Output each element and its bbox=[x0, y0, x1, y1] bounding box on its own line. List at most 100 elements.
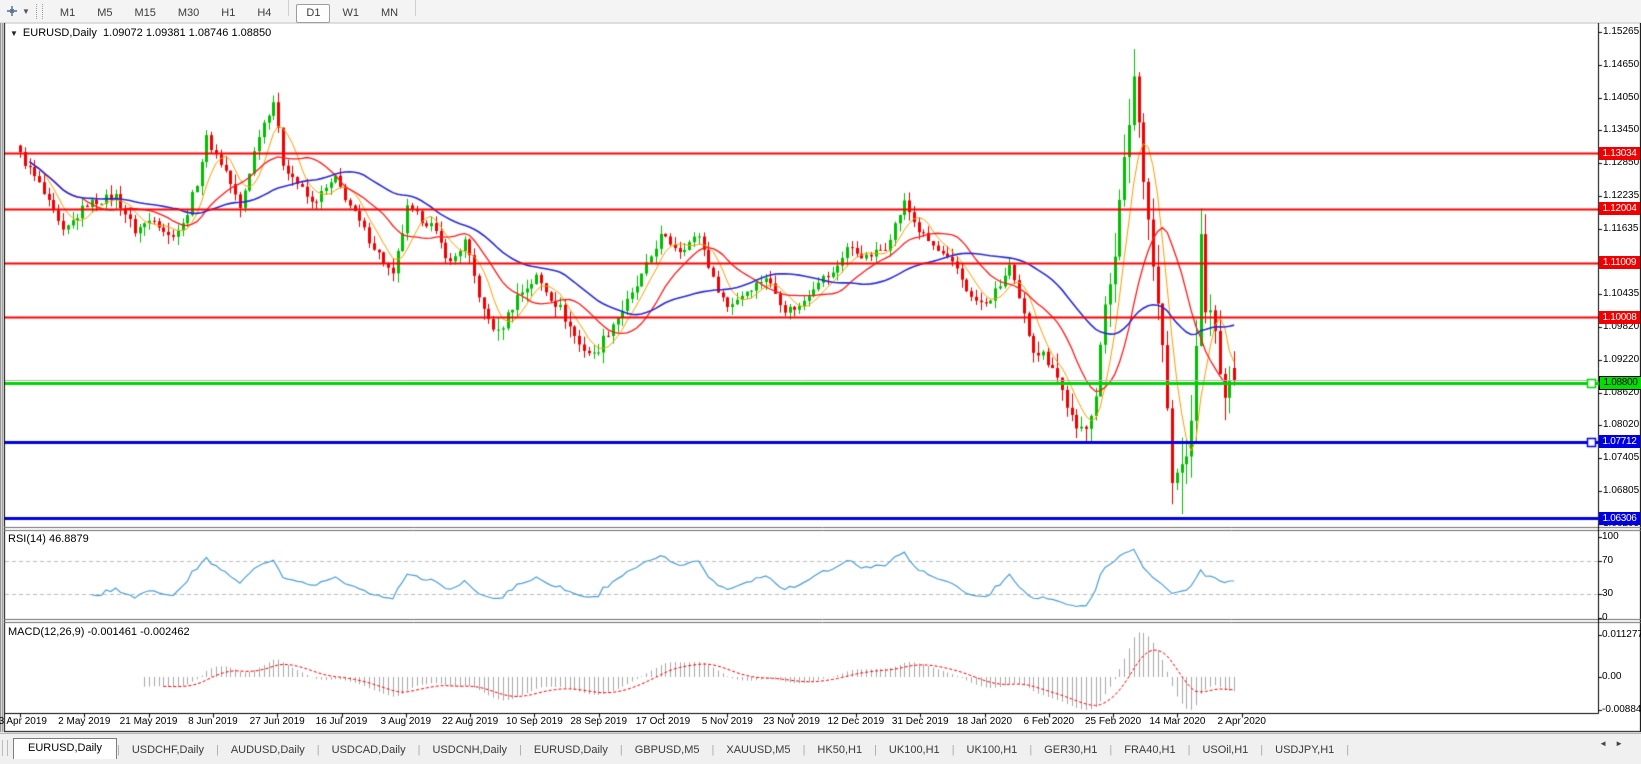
chart-tab-UK100-H1[interactable]: UK100,H1 bbox=[966, 744, 1018, 756]
chart-symbol-period: EURUSD,Daily bbox=[22, 27, 97, 39]
price-level-badge: 1.07712 bbox=[1599, 435, 1640, 449]
chart-tab-USDJPY-H1[interactable]: USDJPY,H1 bbox=[1275, 744, 1335, 756]
price-axis-tick-label: 1.07405 bbox=[1603, 452, 1640, 464]
price-axis-tick-label: 1.08620 bbox=[1603, 386, 1640, 398]
rsi-value: 46.8879 bbox=[48, 533, 89, 545]
time-axis-date-label: 5 Nov 2019 bbox=[701, 716, 753, 727]
toolbar-separator bbox=[415, 0, 417, 16]
tab-separator: | bbox=[116, 744, 120, 756]
macd-scale-label: 0.00 bbox=[1602, 671, 1622, 682]
tabbar-grip[interactable] bbox=[2, 740, 8, 756]
price-axis-tick-label: 1.11635 bbox=[1603, 222, 1639, 234]
time-axis-date-label: 12 Dec 2019 bbox=[827, 716, 885, 727]
timeframe-button-M15[interactable]: M15 bbox=[134, 6, 156, 19]
chart-title-toggle-icon[interactable]: ▼ bbox=[10, 29, 18, 38]
timeframe-button-W1[interactable]: W1 bbox=[342, 6, 359, 19]
price-level-badge: 1.08800 bbox=[1599, 376, 1641, 391]
price-level-badge: 1.06306 bbox=[1599, 511, 1640, 525]
price-level-badge: 1.12004 bbox=[1599, 202, 1640, 216]
tab-separator: | bbox=[1187, 744, 1191, 756]
chart-tab-XAUUSD-M5[interactable]: XAUUSD,M5 bbox=[726, 744, 791, 756]
toolbar-separator bbox=[288, 0, 290, 16]
chart-tab-bar: EURUSD,Daily | USDCHF,Daily | AUDUSD,Daily | U… bbox=[0, 733, 1641, 759]
macd-values: -0.001461 -0.002462 bbox=[87, 626, 190, 638]
timeframe-button-MN[interactable]: MN bbox=[380, 6, 399, 19]
rsi-scale-label: 30 bbox=[1602, 587, 1614, 599]
price-level-badge: 1.13034 bbox=[1599, 146, 1640, 160]
chart-ohlc-values: 1.09072 1.09381 1.08746 1.08850 bbox=[103, 27, 272, 39]
chart-tabs: EURUSD,Daily | USDCHF,Daily | AUDUSD,Daily | U… bbox=[13, 738, 1349, 759]
chart-title: ▼ EURUSD,Daily 1.09072 1.09381 1.08746 1.… bbox=[10, 27, 271, 39]
tab-scroll-arrows: ◄► bbox=[1599, 739, 1631, 748]
timeframe-button-M1[interactable]: M1 bbox=[59, 6, 76, 19]
time-axis-date-label: 6 Feb 2020 bbox=[1023, 716, 1075, 727]
price-axis-tick-label: 1.06805 bbox=[1603, 484, 1640, 496]
time-axis-date-label: 16 Jul 2019 bbox=[315, 716, 368, 727]
timeframe-button-D1[interactable]: D1 bbox=[296, 3, 331, 23]
time-axis-date-label: 25 Feb 2020 bbox=[1085, 716, 1142, 727]
timeframe-button-M5[interactable]: M5 bbox=[97, 6, 113, 19]
chart-tab-USDCAD-Daily[interactable]: USDCAD,Daily bbox=[331, 744, 406, 756]
tab-separator: | bbox=[1109, 744, 1113, 756]
tab-separator: | bbox=[215, 744, 219, 756]
chart-tab-GBPUSD-M5[interactable]: GBPUSD,M5 bbox=[634, 744, 700, 756]
tab-separator: | bbox=[1260, 744, 1264, 756]
time-axis-date-label: 14 Mar 2020 bbox=[1149, 716, 1206, 727]
macd-label: MACD(12,26,9) -0.001461 -0.002462 bbox=[8, 626, 190, 638]
rsi-scale-label: 100 bbox=[1602, 531, 1619, 542]
time-axis-date-label: 10 Sep 2019 bbox=[506, 716, 563, 727]
tab-scroll-right-icon[interactable]: ► bbox=[1615, 739, 1631, 748]
toolbar-grip[interactable] bbox=[35, 3, 43, 19]
tab-separator: | bbox=[1346, 744, 1350, 756]
rsi-scale-label: 70 bbox=[1602, 555, 1614, 567]
tab-separator: | bbox=[1029, 744, 1033, 756]
tab-separator: | bbox=[519, 744, 522, 756]
macd-scale-label: -0.008845 bbox=[1602, 704, 1641, 715]
chart-tab-FRA40-H1[interactable]: FRA40,H1 bbox=[1124, 744, 1176, 756]
price-axis-tick-label: 1.15265 bbox=[1603, 26, 1640, 37]
price-axis-tick-label: 1.14650 bbox=[1603, 59, 1640, 71]
chart-tab-EURUSD-Daily[interactable]: EURUSD,Daily bbox=[533, 744, 608, 756]
price-axis-tick-label: 1.10435 bbox=[1603, 288, 1640, 300]
chart-tab-HK50-H1[interactable]: HK50,H1 bbox=[817, 744, 863, 756]
timeframe-button-M30[interactable]: M30 bbox=[177, 6, 200, 19]
price-axis-tick-label: 1.12235 bbox=[1603, 190, 1640, 202]
chart-tab-USDCNH-Daily[interactable]: USDCNH,Daily bbox=[432, 744, 508, 756]
tab-separator: | bbox=[711, 744, 715, 756]
rsi-scale-label: 0 bbox=[1602, 612, 1608, 623]
tab-separator: | bbox=[951, 744, 955, 756]
price-axis-tick-label: 1.14050 bbox=[1603, 91, 1640, 103]
tab-scroll-left-icon[interactable]: ◄ bbox=[1599, 739, 1616, 748]
chart-tab-USDCHF-Daily[interactable]: USDCHF,Daily bbox=[131, 744, 204, 756]
price-axis-tick-label: 1.13450 bbox=[1603, 124, 1640, 136]
rsi-label: RSI(14) 46.8879 bbox=[8, 533, 89, 545]
time-axis-date-label: 23 Nov 2019 bbox=[763, 716, 820, 727]
chart-tab-EURUSD-Daily[interactable]: EURUSD,Daily bbox=[13, 738, 117, 759]
price-axis-tick-label: 1.12850 bbox=[1603, 157, 1640, 169]
time-axis-date-label: 3 Aug 2019 bbox=[380, 716, 432, 727]
tab-separator: | bbox=[316, 744, 320, 756]
tab-separator: | bbox=[417, 744, 421, 756]
time-axis-date-label: 22 Aug 2019 bbox=[442, 716, 499, 727]
time-axis-date-label: 28 Sep 2019 bbox=[570, 716, 628, 727]
macd-scale-label: 0.011277 bbox=[1602, 629, 1641, 640]
price-level-badge: 1.11009 bbox=[1599, 256, 1640, 270]
chart-tab-GER30-H1[interactable]: GER30,H1 bbox=[1044, 744, 1098, 756]
toolbar-dropdown-arrow[interactable]: ▼ bbox=[22, 6, 30, 16]
price-axis-tick-label: 1.09820 bbox=[1603, 321, 1640, 333]
time-axis-date-label: 17 Oct 2019 bbox=[635, 716, 691, 727]
time-axis-date-label: 13 Apr 2019 bbox=[0, 716, 47, 727]
tab-separator: | bbox=[619, 744, 623, 756]
crosshair-tool-icon[interactable] bbox=[3, 3, 21, 19]
chart-tab-USOil-H1[interactable]: USOil,H1 bbox=[1202, 744, 1249, 756]
timeframe-button-H4[interactable]: H4 bbox=[257, 6, 272, 19]
chart-tab-UK100-H1[interactable]: UK100,H1 bbox=[888, 744, 940, 756]
chart-tab-AUDUSD-Daily[interactable]: AUDUSD,Daily bbox=[230, 744, 305, 756]
timeframe-button-H1[interactable]: H1 bbox=[221, 6, 236, 19]
time-axis-date-label: 21 May 2019 bbox=[119, 716, 178, 727]
time-axis-date-label: 8 Jun 2019 bbox=[188, 716, 238, 727]
price-axis-tick-label: 1.09220 bbox=[1603, 353, 1640, 365]
timeframes-toolbar: ▼ M1 M5 M15 M30 H1 H4 D1 W1 MN bbox=[0, 0, 1641, 23]
